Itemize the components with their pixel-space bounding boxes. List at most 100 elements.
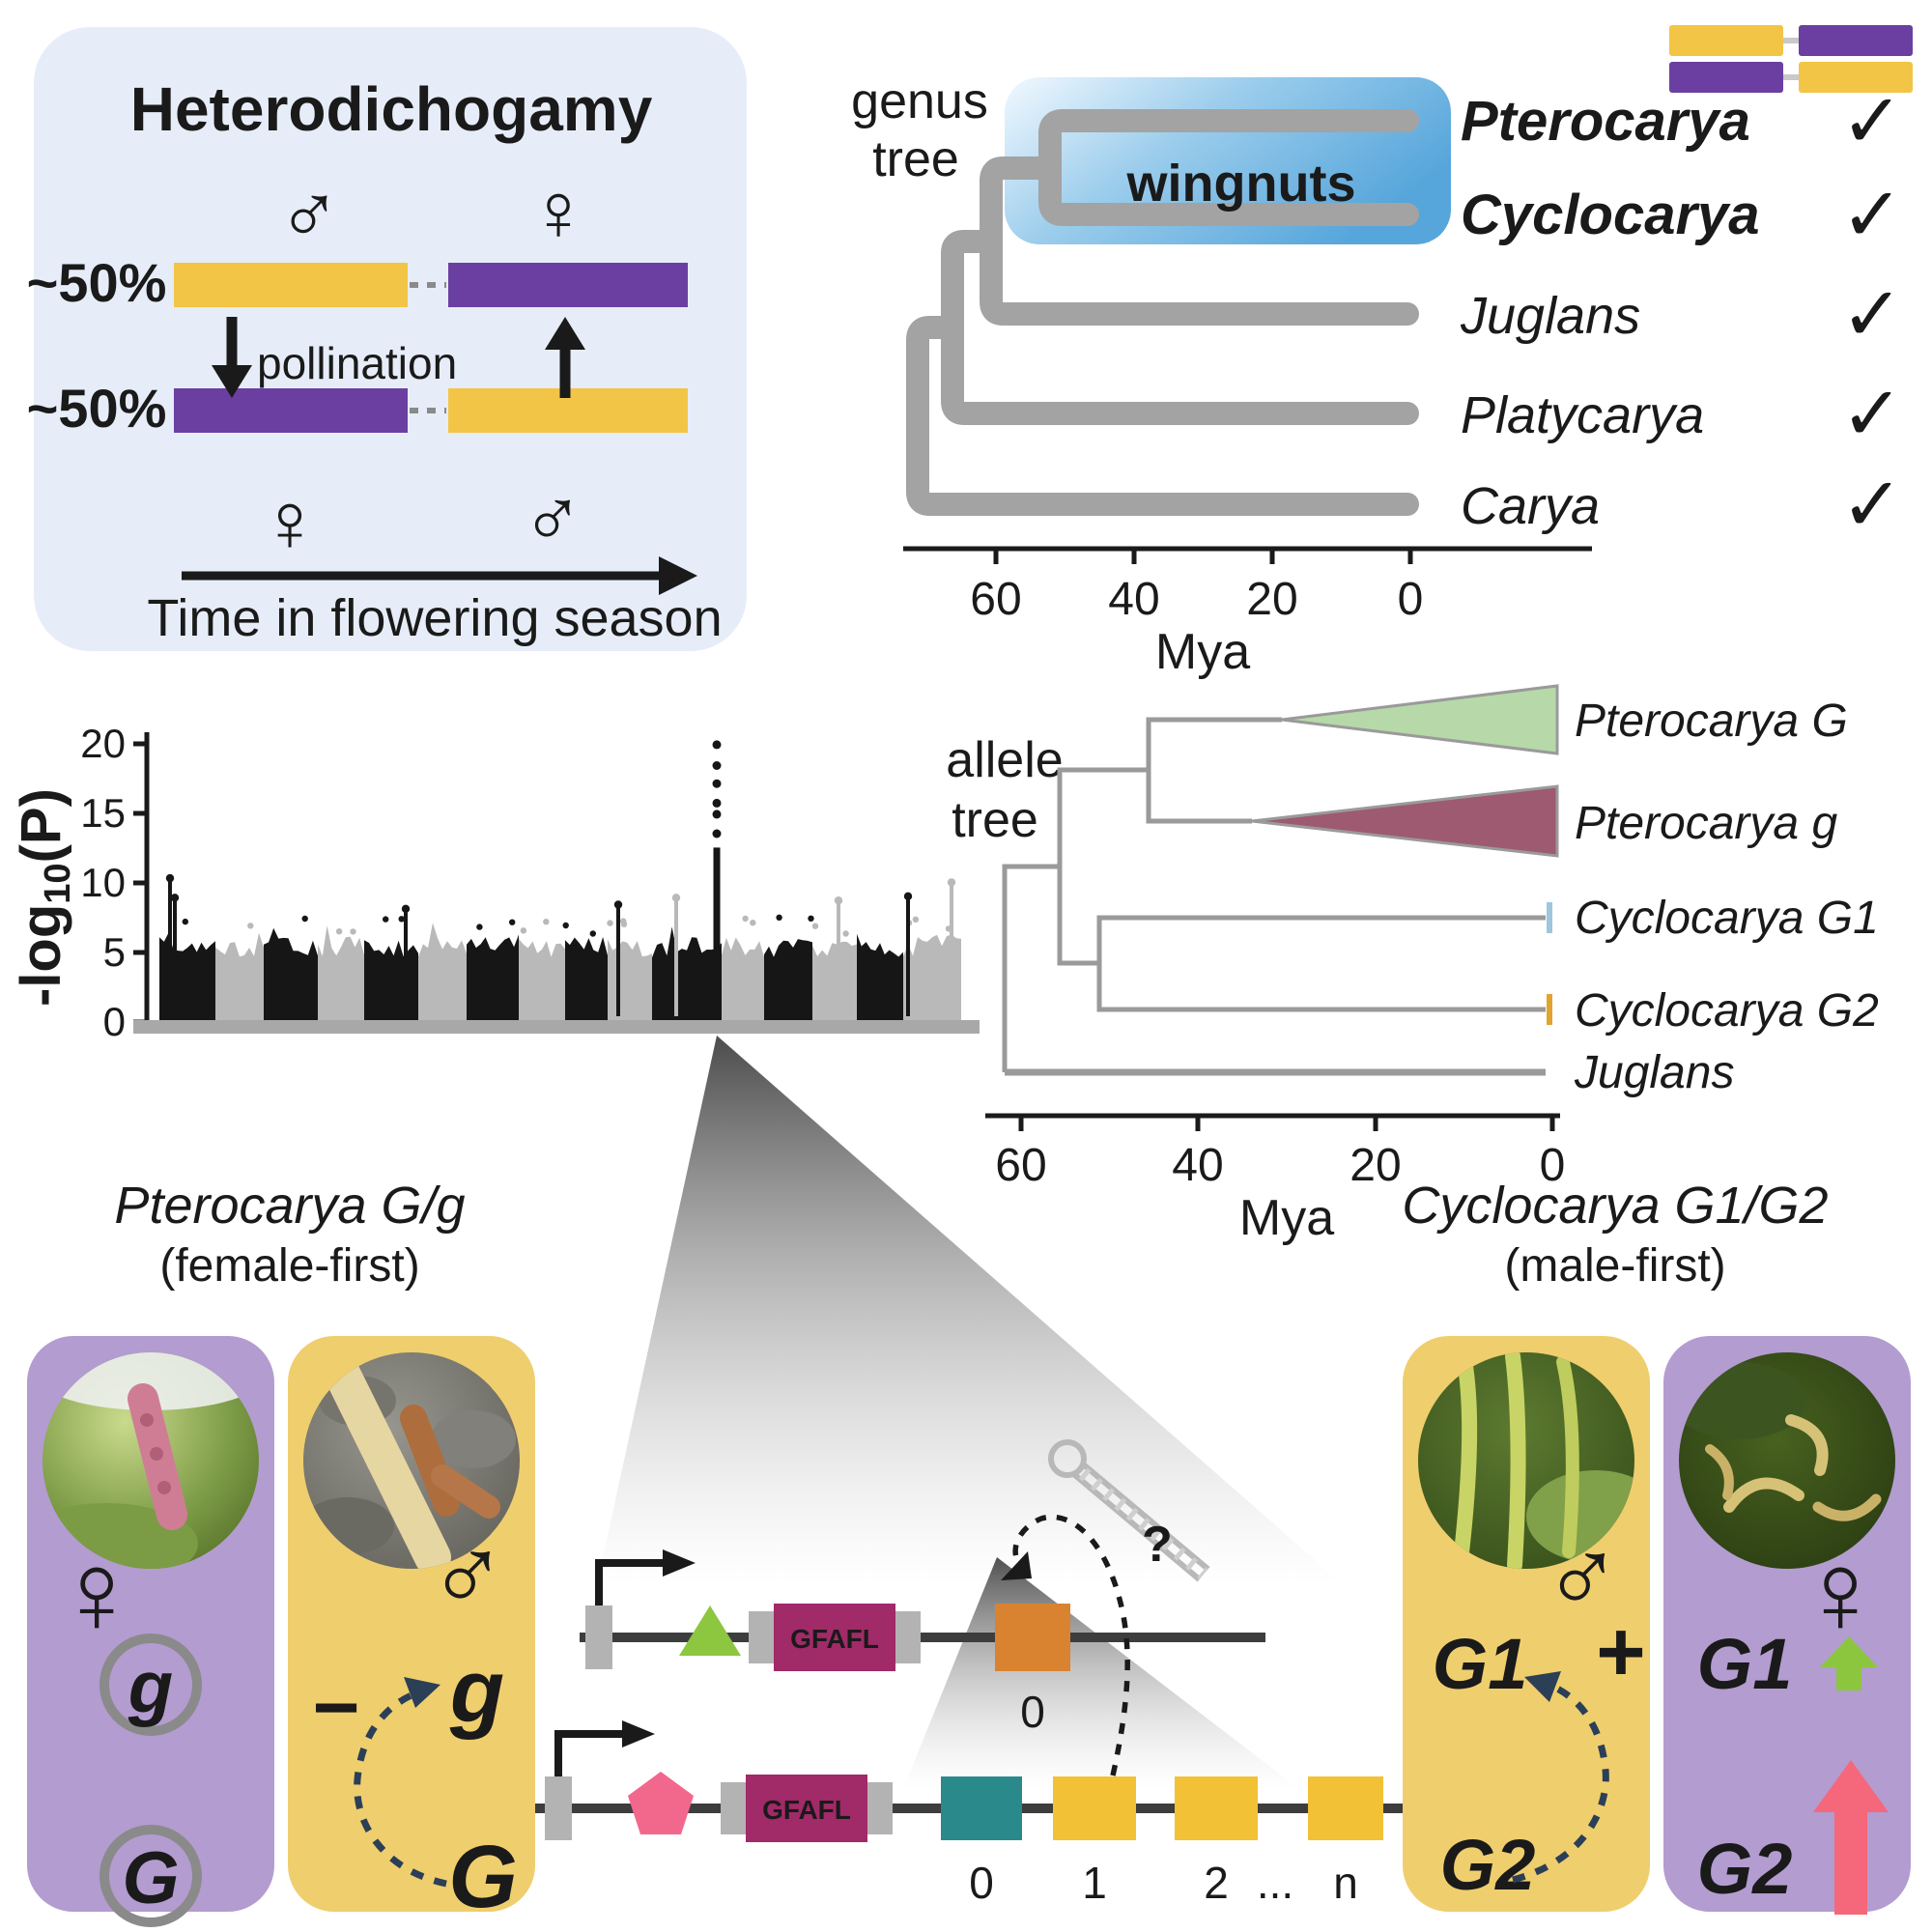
pterocarya-section: Pterocarya G/g (female-first) ♀ ♂ g bbox=[27, 1177, 535, 1927]
G-repeat-labels: 0 1 2 ... n bbox=[969, 1858, 1358, 1908]
manhattan-peak-point bbox=[712, 740, 722, 750]
tip-label: Cyclocarya G1 bbox=[1575, 893, 1879, 944]
g-gene-label: GFAFL bbox=[790, 1624, 879, 1654]
y-tick-label: 20 bbox=[80, 721, 126, 766]
tip-label: Pterocarya G bbox=[1575, 696, 1848, 747]
manhattan-block bbox=[364, 940, 418, 1020]
time-axis-label: Time in flowering season bbox=[147, 589, 722, 647]
manhattan-block bbox=[418, 923, 467, 1020]
G1-small-upregulation-arrow-icon bbox=[1820, 1636, 1878, 1690]
manhattan-point bbox=[509, 919, 516, 925]
photo-curled-catkin bbox=[1785, 1414, 1829, 1476]
check-icon: ✓ bbox=[1840, 371, 1903, 456]
G2-large-upregulation-arrow-icon bbox=[1813, 1760, 1889, 1915]
branch-root bbox=[1002, 864, 1060, 1072]
manhattan-peak-point bbox=[712, 810, 722, 819]
axis-tick-label: 20 bbox=[1246, 574, 1297, 625]
repeat-label-1: 1 bbox=[1082, 1858, 1107, 1908]
genus-tree-label-line2: tree bbox=[872, 131, 959, 187]
allele-g-label: g bbox=[128, 1646, 173, 1728]
y-tick-label: 5 bbox=[103, 929, 126, 975]
tip-label: Cyclocarya G2 bbox=[1575, 985, 1879, 1037]
manhattan-point bbox=[520, 927, 527, 934]
branch-juglans bbox=[980, 230, 1419, 326]
axis-tick-label: 0 bbox=[1398, 574, 1424, 625]
G-promoter-arrowhead-icon bbox=[622, 1720, 655, 1747]
manhattan-block bbox=[264, 927, 318, 1020]
female-icon: ♀ bbox=[528, 166, 589, 257]
g-promoter-arrowhead-icon bbox=[663, 1549, 696, 1577]
repeat-regulation-arrow bbox=[1012, 1514, 1130, 1776]
time-axis-arrowhead-icon bbox=[659, 556, 697, 595]
manhattan-peak-point bbox=[712, 829, 722, 838]
taxon-label-carya: Carya bbox=[1461, 477, 1600, 535]
allele-tree-branches bbox=[1002, 717, 1546, 1072]
male-icon: ♂ bbox=[1543, 1518, 1623, 1636]
allele-tree-label-line1: allele bbox=[946, 732, 1063, 788]
female-icon: ♀ bbox=[53, 1528, 140, 1658]
manhattan-block bbox=[519, 938, 565, 1020]
photo-catkin-strand bbox=[1556, 1355, 1579, 1558]
manhattan-point bbox=[383, 916, 389, 923]
manhattan-point bbox=[811, 923, 819, 929]
g-promoter-arrow bbox=[595, 1559, 663, 1605]
taxon-label-cyclocarya: Cyclocarya bbox=[1461, 184, 1760, 246]
manhattan-block bbox=[652, 926, 722, 1020]
G-element-0-teal bbox=[941, 1776, 1022, 1840]
y-tick-label: 10 bbox=[80, 860, 126, 905]
manhattan-point bbox=[776, 914, 782, 921]
cyclocarya-title: Cyclocarya G1/G2 bbox=[1402, 1177, 1828, 1235]
G-represses-g-arrow bbox=[354, 1690, 447, 1888]
manhattan-spike bbox=[168, 878, 172, 1016]
manhattan-point bbox=[247, 923, 254, 929]
G2-activates-G1-arrowhead-icon bbox=[1524, 1671, 1561, 1702]
G2-activates-G1-arrow bbox=[1512, 1683, 1609, 1884]
manhattan-block bbox=[722, 937, 764, 1020]
g-element-count-label: 0 bbox=[1020, 1687, 1045, 1737]
manhattan-spike bbox=[173, 897, 177, 1016]
morph-genotype-legend bbox=[1669, 25, 1913, 93]
axis-tick-label: 20 bbox=[1350, 1140, 1401, 1191]
gwas-y-tick-labels: 20 15 10 5 0 bbox=[80, 721, 126, 1044]
taxon-label-juglans: Juglans bbox=[1460, 287, 1640, 345]
manhattan-spike-point bbox=[671, 894, 681, 902]
allele-G1-label: G1 bbox=[1433, 1624, 1528, 1704]
legend-right-top-purple-bar bbox=[1799, 25, 1913, 56]
manhattan-spike-point bbox=[401, 904, 411, 913]
manhattan-point bbox=[398, 916, 405, 923]
G-promoter-arrow bbox=[554, 1730, 622, 1776]
manhattan-peak-column bbox=[713, 847, 721, 1020]
manhattan-block bbox=[857, 933, 903, 1020]
axis-tick-label: 60 bbox=[970, 574, 1021, 625]
pterocarya-title: Pterocarya G/g bbox=[114, 1177, 465, 1235]
allele-g-label: g bbox=[449, 1642, 504, 1741]
manhattan-point bbox=[335, 928, 343, 935]
manhattan-point bbox=[842, 930, 849, 937]
tip-label: Pterocarya g bbox=[1575, 798, 1837, 849]
g-downstream-element-orange bbox=[995, 1604, 1070, 1671]
manhattan-block bbox=[565, 937, 608, 1020]
repeat-label-0: 0 bbox=[969, 1858, 994, 1908]
pterocarya-female-photo bbox=[43, 1352, 259, 1569]
gwas-peak-zoom-cone bbox=[597, 1036, 1343, 1584]
morph1-early-bar-yellow bbox=[174, 263, 408, 307]
female-icon: ♀ bbox=[1797, 1528, 1884, 1658]
clade-triangle-pterocarya-G bbox=[1281, 684, 1559, 755]
manhattan-block bbox=[812, 941, 857, 1020]
photo-brown-catkin bbox=[431, 1464, 500, 1519]
photo-catkin-strand bbox=[1505, 1352, 1526, 1569]
manhattan-peak-point bbox=[712, 761, 722, 770]
genus-tree-axis bbox=[903, 546, 1592, 564]
allele-circle-G bbox=[99, 1825, 202, 1927]
gene-models: GFAFL 0 ? GFAFL 0 1 2 ... bbox=[526, 1439, 1403, 1908]
legend-connector-bottom bbox=[1783, 74, 1799, 80]
manhattan-point bbox=[182, 918, 188, 925]
tip-label: Juglans bbox=[1574, 1047, 1734, 1098]
gwas-baseline-bar bbox=[133, 1020, 980, 1034]
allele-tree-tip-labels: Pterocarya G Pterocarya g Cyclocarya G1 … bbox=[1574, 696, 1879, 1098]
heterodichogamy-panel: Heterodichogamy ♂ ♀ ~50% ~50% pollinatio… bbox=[27, 27, 747, 651]
pct-top-label: ~50% bbox=[27, 252, 167, 313]
activation-plus-label: + bbox=[1596, 1604, 1645, 1699]
cyclocarya-female-photo bbox=[1679, 1352, 1895, 1569]
